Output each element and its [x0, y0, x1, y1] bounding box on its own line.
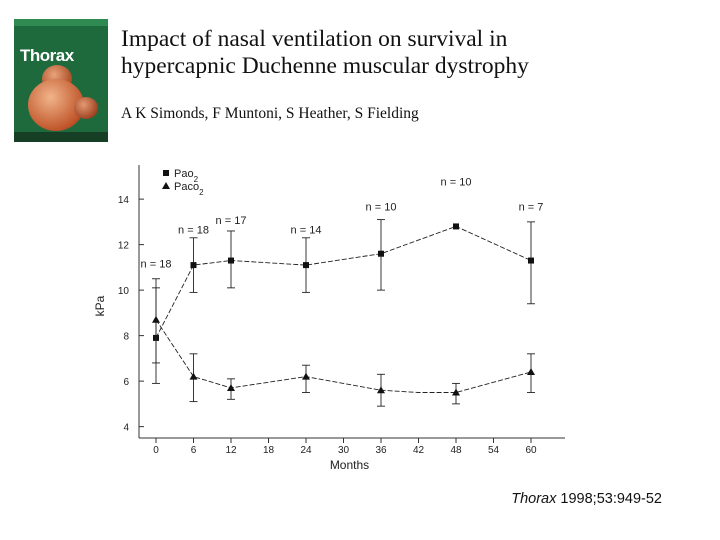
x-tick-label-42: 42: [413, 445, 425, 456]
x-tick-label-12: 12: [225, 445, 237, 456]
point-paco2-0: [152, 315, 160, 323]
citation-journal: Thorax: [511, 491, 557, 507]
point-pao2-6: [190, 262, 197, 269]
y-tick-label-6: 6: [123, 377, 129, 388]
legend-label-paco2: Paco2: [174, 181, 204, 197]
legend-marker-pao2: [163, 170, 169, 176]
x-tick-label-30: 30: [338, 445, 350, 456]
x-tick-label-18: 18: [263, 445, 275, 456]
annotation-n-6: n = 7: [519, 202, 544, 214]
slide-title-line-2: hypercapnic Duchenne muscular dystrophy: [121, 53, 529, 79]
legend-box: [160, 164, 215, 201]
point-pao2-24: [303, 262, 309, 269]
cover-header-band: [14, 19, 108, 26]
cover-title: Thorax: [20, 46, 74, 65]
citation-details: 1998;53:949-52: [556, 491, 662, 507]
annotation-n-5: n = 10: [441, 176, 472, 188]
x-tick-label-48: 48: [450, 445, 462, 456]
series-line-pao2: [155, 225, 532, 339]
point-pao2-36: [378, 250, 384, 257]
x-axis-label: Months: [330, 458, 369, 472]
x-tick-label-24: 24: [300, 445, 312, 456]
y-tick-label-4: 4: [123, 423, 129, 434]
series-line-paco2: [155, 319, 532, 393]
legend-label-pao2: Pao2: [174, 168, 199, 184]
point-paco2-6: [189, 372, 198, 380]
annotation-n-2: n = 17: [216, 215, 247, 227]
legend-marker-paco2: [162, 182, 170, 189]
x-tick-label-0: 0: [153, 445, 159, 456]
y-axis-label: kPa: [93, 295, 107, 316]
slide-title-line-1: Impact of nasal ventilation on survival …: [121, 26, 508, 52]
point-paco2-12: [227, 383, 235, 391]
annotation-n-3: n = 14: [291, 224, 322, 236]
point-paco2-60: [527, 368, 535, 376]
y-tick-label-8: 8: [123, 332, 129, 343]
journal-cover-image: Thorax: [14, 19, 108, 142]
point-pao2-12: [228, 257, 234, 264]
point-paco2-24: [302, 372, 310, 380]
y-tick-label-12: 12: [118, 241, 130, 252]
point-pao2-60: [528, 257, 534, 264]
x-tick-label-54: 54: [488, 445, 500, 456]
x-tick-label-60: 60: [525, 445, 537, 456]
point-paco2-48: [452, 388, 460, 396]
slide-title: Impact of nasal ventilation on survival …: [121, 26, 529, 80]
point-paco2-36: [377, 386, 385, 394]
cover-cell-side: [74, 97, 98, 119]
annotation-n-0: n = 18: [141, 258, 172, 270]
x-tick-label-6: 6: [191, 445, 197, 456]
annotation-n-1: n = 18: [178, 224, 209, 236]
cover-footer-band: [14, 132, 108, 142]
citation: Thorax 1998;53:949-52: [511, 491, 662, 507]
x-tick-label-36: 36: [375, 445, 387, 456]
y-tick-label-14: 14: [118, 195, 130, 206]
slide-authors: A K Simonds, F Muntoni, S Heather, S Fie…: [121, 105, 419, 122]
y-tick-label-10: 10: [118, 286, 130, 297]
annotation-n-4: n = 10: [366, 202, 397, 214]
point-pao2-48: [453, 223, 459, 230]
